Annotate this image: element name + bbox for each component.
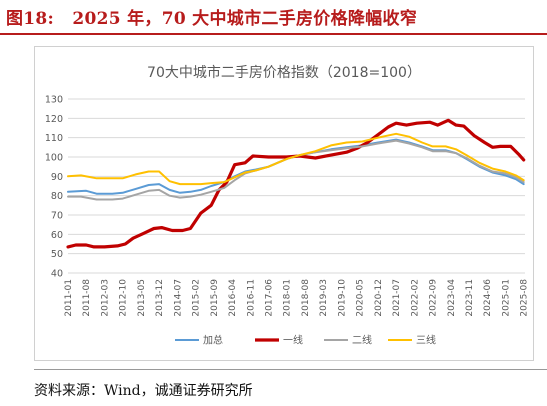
y-tick-label: 100 [45, 153, 63, 164]
legend-label: 三线 [416, 334, 436, 347]
y-tick-label: 130 [45, 95, 63, 106]
legend-label: 加总 [203, 334, 223, 347]
x-tick-label: 2021-07 [392, 279, 402, 317]
x-tick-label: 2018-08 [301, 279, 311, 317]
x-tick-label: 2023-04 [447, 279, 457, 317]
series-line [66, 118, 526, 249]
x-tick-label: 2016-11 [246, 279, 256, 317]
x-tick-label: 2014-07 [173, 279, 183, 317]
y-tick-label: 60 [51, 230, 63, 241]
figure-label: 图18: [6, 9, 55, 29]
x-tick-label: 2011-01 [64, 279, 74, 317]
y-tick-label: 90 [51, 172, 63, 183]
chart-title: 70大中城市二手房价格指数（2018=100） [147, 64, 421, 81]
x-tick-label: 2024-06 [483, 279, 493, 317]
line-chart: 70大中城市二手房价格指数（2018=100） 40 50 60 70 80 90 100 11… [45, 64, 530, 347]
figure-title: 2025 年，70 大中城市二手房价格降幅收窄 [72, 9, 418, 29]
x-tick-label: 2022-09 [429, 279, 439, 317]
figure-title-row: 图18: 2025 年，70 大中城市二手房价格降幅收窄 [6, 4, 417, 29]
x-tick-label: 2020-12 [374, 279, 384, 317]
x-tick-label: 2015-09 [210, 279, 220, 317]
y-tick-label: 80 [51, 191, 63, 202]
x-tick-label: 2022-02 [410, 279, 420, 317]
legend-label: 一线 [283, 334, 303, 347]
x-tick-label: 2011-08 [82, 279, 92, 317]
x-tick-label: 2025-08 [520, 279, 530, 317]
x-tick-label: 2012-10 [119, 279, 129, 317]
chart-frame: 70大中城市二手房价格指数（2018=100） 40 50 60 70 80 90 100 11… [34, 46, 534, 361]
x-tick-label: 2015-02 [192, 279, 202, 317]
x-tick-label: 2016-04 [228, 279, 238, 317]
x-tick-label: 2025-01 [501, 279, 511, 317]
x-tick-label: 2013-05 [137, 279, 147, 317]
y-tick-label: 120 [45, 114, 63, 125]
x-tick-label: 2020-05 [356, 279, 366, 317]
title-divider [0, 33, 547, 35]
x-tick-label: 2019-10 [337, 279, 347, 317]
x-tick-label: 2012-03 [100, 279, 110, 317]
legend-label: 二线 [352, 334, 372, 347]
footer-divider [34, 369, 547, 370]
y-tick-label: 70 [51, 211, 63, 222]
y-tick-label: 40 [51, 269, 63, 280]
x-tick-label: 2017-06 [265, 279, 275, 317]
x-tick-label: 2013-12 [155, 279, 165, 317]
series-line [67, 132, 525, 186]
x-tick-label: 2023-11 [465, 279, 475, 317]
x-tick-label: 2019-03 [319, 279, 329, 317]
y-tick-label: 50 [51, 249, 63, 260]
series-line [67, 138, 525, 195]
source-note: 资料来源：Wind，诚通证券研究所 [34, 383, 253, 399]
x-tick-label: 2018-01 [283, 279, 293, 317]
y-tick-label: 110 [45, 133, 63, 144]
